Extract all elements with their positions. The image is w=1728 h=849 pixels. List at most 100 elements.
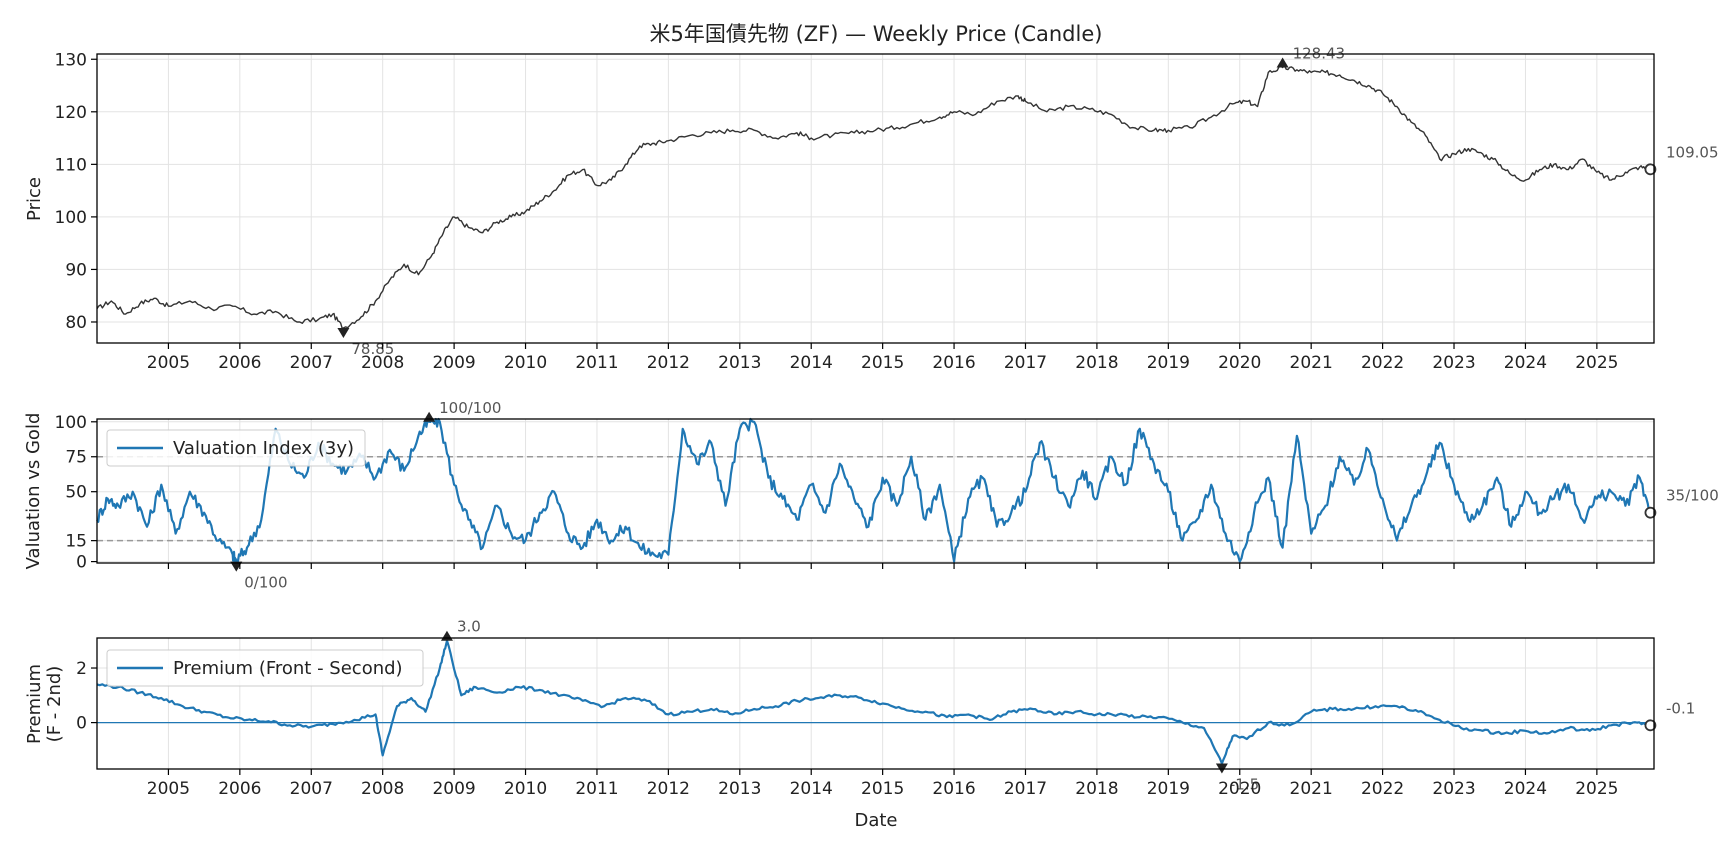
y-tick-label: 15 xyxy=(65,532,87,552)
x-tick-label: 2006 xyxy=(218,353,261,373)
x-tick-label: 2008 xyxy=(361,779,404,799)
y-tick-label: 75 xyxy=(65,448,87,468)
x-tick-label: 2023 xyxy=(1432,353,1475,373)
valuation-legend-box xyxy=(106,429,366,467)
x-tick-label: 2022 xyxy=(1361,353,1404,373)
chart-title: 米5年国債先物 (ZF) — Weekly Price (Candle) xyxy=(650,22,1103,46)
max-label: 100/100 xyxy=(439,399,501,417)
price-x-axis: 2005 2006 2007 2008 2009 2010 2011 2012 2013 2014… xyxy=(147,343,1618,373)
premium-series xyxy=(96,639,1651,765)
x-tick-label: 2017 xyxy=(1004,779,1047,799)
x-tick-label: 2012 xyxy=(647,779,690,799)
x-tick-label: 2021 xyxy=(1290,779,1333,799)
last-label: 109.05 xyxy=(1666,143,1719,161)
x-tick-label: 2005 xyxy=(147,353,190,373)
x-tick-label: 2024 xyxy=(1504,779,1547,799)
last-label: 35/100 xyxy=(1666,487,1719,505)
x-tick-label: 2019 xyxy=(1147,353,1190,373)
x-tick-label: 2022 xyxy=(1361,779,1404,799)
y-tick-label: 80 xyxy=(65,313,87,333)
y-tick-label: 100 xyxy=(55,208,87,228)
valuation-y-axis-label: Valuation vs Gold xyxy=(23,413,44,570)
y-tick-label: 50 xyxy=(65,483,87,503)
x-tick-label: 2010 xyxy=(504,779,547,799)
x-tick-label: 2015 xyxy=(861,353,904,373)
x-tick-label: 2014 xyxy=(790,779,833,799)
y-tick-label: 0 xyxy=(76,553,87,573)
valuation-plot-frame xyxy=(96,418,1655,564)
y-tick-label: 130 xyxy=(55,50,87,70)
y-tick-label: 110 xyxy=(55,155,87,175)
max-marker xyxy=(423,411,436,422)
valuation-annotations: 100/100 0/100 35/100 xyxy=(230,399,1719,592)
price-y-axis-label: Price xyxy=(24,177,45,221)
x-tick-label: 2010 xyxy=(504,353,547,373)
premium-y-axis: 02 xyxy=(76,659,97,734)
max-marker xyxy=(1276,57,1289,68)
x-tick-label: 2016 xyxy=(932,353,975,373)
price-plot-frame xyxy=(96,53,1655,344)
max-marker xyxy=(440,630,453,641)
premium-legend: Premium (Front - Second) xyxy=(106,649,424,687)
y-tick-label: 100 xyxy=(55,413,87,433)
price-series xyxy=(96,64,1651,329)
valuation-y-axis: 015 50 75 100 xyxy=(55,413,97,573)
min-marker xyxy=(337,328,350,339)
premium-legend-box xyxy=(106,649,424,687)
x-tick-label: 2018 xyxy=(1075,353,1118,373)
x-tick-label: 2016 xyxy=(932,779,975,799)
x-tick-label: 2012 xyxy=(647,353,690,373)
x-tick-label: 2025 xyxy=(1575,779,1618,799)
premium-plot-frame xyxy=(96,637,1655,770)
price-gridlines xyxy=(97,54,1654,343)
y-tick-label: 90 xyxy=(65,260,87,280)
panel-premium: 3.0 -1.5 -0.1 2005 2006 2007 2008 2009 2010 2011… xyxy=(24,618,1695,831)
valuation-x-axis xyxy=(167,563,1598,569)
x-tick-label: 2007 xyxy=(290,353,333,373)
max-label: 3.0 xyxy=(457,618,481,636)
last-label: -0.1 xyxy=(1666,699,1695,717)
x-tick-label: 2021 xyxy=(1290,353,1333,373)
min-label: -1.5 xyxy=(1230,776,1259,794)
premium-x-axis: 2005 2006 2007 2008 2009 2010 2011 2012 2013 2014… xyxy=(147,769,1618,799)
x-tick-label: 2006 xyxy=(218,779,261,799)
premium-annotations: 3.0 -1.5 -0.1 xyxy=(440,618,1695,794)
x-tick-label: 2011 xyxy=(575,779,618,799)
last-marker xyxy=(1644,506,1657,519)
price-y-axis: 80 90 100 110 120 130 xyxy=(55,50,97,333)
x-tick-label: 2009 xyxy=(432,779,475,799)
x-tick-label: 2013 xyxy=(718,779,761,799)
x-tick-label: 2008 xyxy=(361,353,404,373)
valuation-legend: Valuation Index (3y) xyxy=(106,429,366,467)
series-line xyxy=(96,639,1651,765)
y-tick-label: 2 xyxy=(76,659,87,679)
x-axis-label-date: Date xyxy=(854,810,897,831)
last-marker xyxy=(1644,719,1657,732)
x-tick-label: 2018 xyxy=(1075,779,1118,799)
premium-legend-label: Premium (Front - Second) xyxy=(173,658,403,679)
x-tick-label: 2020 xyxy=(1218,779,1261,799)
premium-y-axis-label-line2: (F - 2nd) xyxy=(44,666,65,743)
min-label: 0/100 xyxy=(244,574,287,592)
x-tick-label: 2024 xyxy=(1504,353,1547,373)
x-tick-label: 2020 xyxy=(1218,353,1261,373)
x-tick-label: 2017 xyxy=(1004,353,1047,373)
x-tick-label: 2014 xyxy=(790,353,833,373)
premium-y-axis-label-line1: Premium xyxy=(24,664,45,744)
x-tick-label: 2025 xyxy=(1575,353,1618,373)
x-tick-label: 2015 xyxy=(861,779,904,799)
last-marker xyxy=(1644,163,1657,176)
y-tick-label: 0 xyxy=(76,714,87,734)
y-tick-label: 120 xyxy=(55,103,87,123)
x-tick-label: 2013 xyxy=(718,353,761,373)
min-label: 78.85 xyxy=(351,340,394,358)
panel-valuation: 100/100 0/100 35/100 015 50 75 100 Valuation … xyxy=(23,399,1719,592)
x-tick-label: 2009 xyxy=(432,353,475,373)
x-tick-label: 2023 xyxy=(1432,779,1475,799)
series-line xyxy=(96,64,1651,329)
x-tick-label: 2007 xyxy=(290,779,333,799)
valuation-gridlines xyxy=(97,419,1654,563)
